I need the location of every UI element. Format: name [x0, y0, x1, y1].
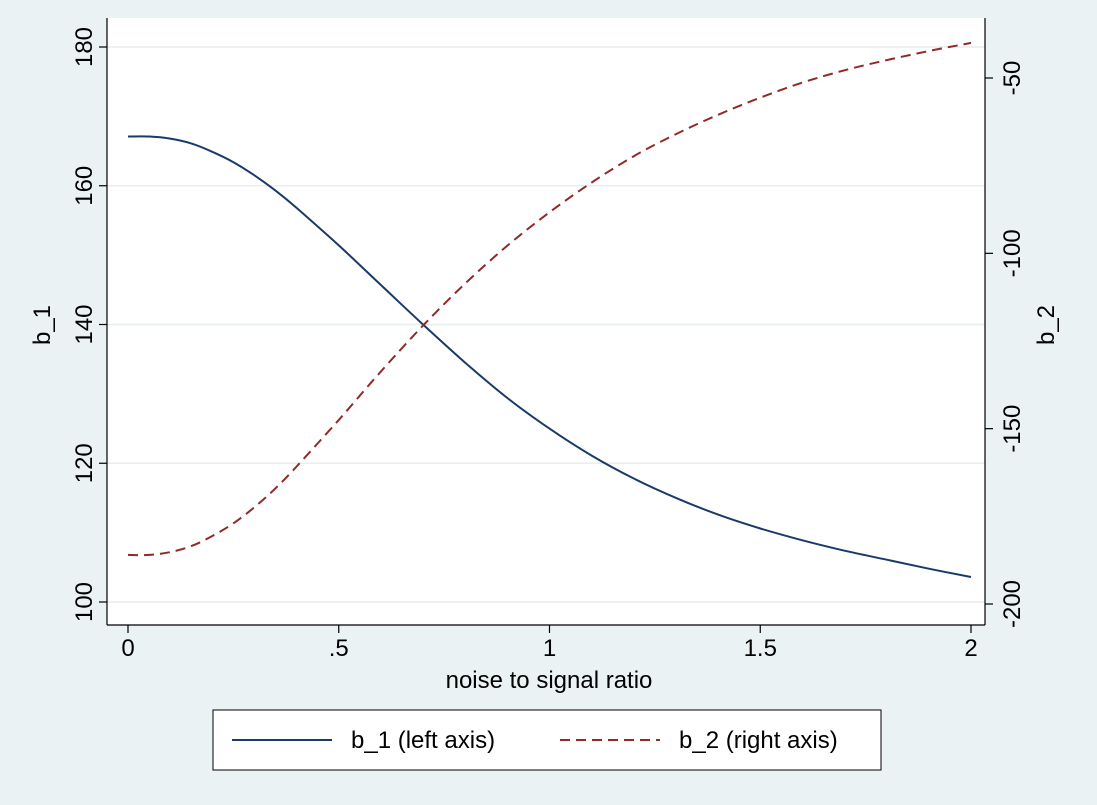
gridlines — [107, 46, 985, 603]
x-tick-label: .5 — [329, 635, 349, 662]
x-tick-label: 0 — [121, 635, 134, 662]
y-left-tick-label: 180 — [71, 27, 98, 67]
y-axis-left-ticks: 100 120 140 160 180 — [71, 27, 107, 622]
x-axis: 0 .5 1 1.5 2 noise to signal ratio — [107, 624, 985, 694]
legend-label-b_1: b_1 (left axis) — [351, 727, 495, 754]
y-axis-right-ticks: -200 -150 -100 -50 — [985, 61, 1026, 628]
y-axis-right: -200 -150 -100 -50 b_2 — [984, 18, 1060, 628]
x-axis-ticks: 0 .5 1 1.5 2 — [121, 625, 978, 662]
y-left-tick-label: 140 — [71, 304, 98, 344]
x-tick-label: 1.5 — [744, 635, 777, 662]
y-right-tick-label: -150 — [999, 405, 1026, 453]
series-line-b_2 — [127, 41, 972, 557]
series-line-b_1 — [127, 135, 972, 578]
y-left-tick-label: 160 — [71, 166, 98, 206]
y-right-tick-label: -100 — [999, 229, 1026, 277]
y-left-tick-label: 100 — [71, 582, 98, 622]
legend: b_1 (left axis) b_2 (right axis) — [212, 709, 882, 771]
y-right-tick-label: -200 — [999, 580, 1026, 628]
y-left-tick-label: 120 — [71, 443, 98, 483]
x-tick-label: 1 — [543, 635, 556, 662]
x-tick-label: 2 — [964, 635, 977, 662]
y-axis-left-title: b_1 — [29, 305, 56, 345]
y-axis-right-title: b_2 — [1033, 305, 1060, 345]
series-layer — [127, 41, 972, 578]
plot-background — [107, 18, 985, 625]
legend-label-b_2: b_2 (right axis) — [679, 727, 838, 754]
y-axis-left: 100 120 140 160 180 b_1 — [29, 18, 108, 625]
y-right-tick-label: -50 — [999, 61, 1026, 96]
x-axis-title: noise to signal ratio — [446, 667, 653, 694]
